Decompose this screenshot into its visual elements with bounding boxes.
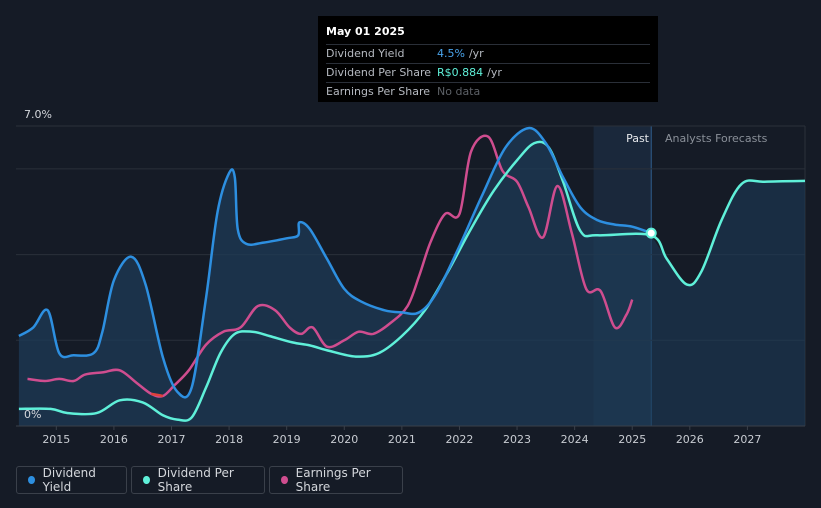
tooltip-value: 4.5% bbox=[437, 47, 465, 60]
series-lines bbox=[18, 126, 806, 422]
x-axis: 2015 2016 2017 2018 2019 2020 2021 2022 2023 2024… bbox=[16, 425, 805, 446]
legend-dot-icon bbox=[143, 476, 150, 484]
earnings-per-share-dip bbox=[151, 392, 164, 398]
x-tick-label: 2020 bbox=[330, 433, 358, 446]
y-tick-label: 0% bbox=[24, 408, 41, 421]
x-tick-label: 2017 bbox=[157, 433, 185, 446]
tooltip-value: R$0.884 bbox=[437, 66, 484, 79]
hover-marker-dot bbox=[645, 227, 657, 239]
dividend-yield-area bbox=[18, 128, 652, 427]
x-tick-label: 2015 bbox=[42, 433, 70, 446]
tooltip-date: May 01 2025 bbox=[326, 25, 405, 38]
x-tick-label: 2022 bbox=[445, 433, 473, 446]
hover-marker bbox=[645, 227, 657, 239]
x-tick-label: 2023 bbox=[503, 433, 531, 446]
x-tick-label: 2021 bbox=[388, 433, 416, 446]
tooltip-row-earnings-per-share: Earnings Per Share No data bbox=[326, 82, 650, 101]
forecast-area bbox=[651, 180, 805, 426]
series-areas bbox=[18, 128, 805, 427]
tooltip-row-dividend-yield: Dividend Yield 4.5% /yr bbox=[326, 44, 650, 63]
legend-item-earnings-per-share[interactable]: Earnings Per Share bbox=[269, 466, 403, 494]
y-tick-label: 7.0% bbox=[24, 108, 52, 121]
x-tick-label: 2025 bbox=[618, 433, 646, 446]
region-label-forecast: Analysts Forecasts bbox=[665, 132, 768, 145]
x-tick-label: 2027 bbox=[733, 433, 761, 446]
tooltip-row-dividend-per-share: Dividend Per Share R$0.884 /yr bbox=[326, 63, 650, 82]
legend-label: Earnings Per Share bbox=[295, 466, 371, 494]
legend-label: Dividend Yield bbox=[42, 466, 96, 494]
x-tick-label: 2019 bbox=[273, 433, 301, 446]
x-tick-label: 2026 bbox=[676, 433, 704, 446]
x-tick-label: 2018 bbox=[215, 433, 243, 446]
x-tick-label: 2016 bbox=[100, 433, 128, 446]
tooltip-unit: /yr bbox=[468, 47, 484, 60]
legend-item-dividend-per-share[interactable]: Dividend Per Share bbox=[131, 466, 265, 494]
legend-dot-icon bbox=[28, 476, 35, 484]
dividend-yield-line bbox=[18, 126, 652, 399]
dividend-per-share-line bbox=[18, 140, 806, 422]
legend-dot-icon bbox=[281, 476, 288, 484]
tooltip-label: Earnings Per Share bbox=[326, 85, 431, 98]
tooltip: May 01 2025 Dividend Yield 4.5% /yr Divi… bbox=[318, 16, 658, 102]
legend-item-dividend-yield[interactable]: Dividend Yield bbox=[16, 466, 127, 494]
x-tick-label: 2024 bbox=[561, 433, 589, 446]
earnings-per-share-line bbox=[27, 134, 634, 398]
y-axis-labels: 0% 7.0% bbox=[24, 108, 52, 421]
legend-label: Dividend Per Share bbox=[157, 466, 234, 494]
tooltip-unit: /yr bbox=[487, 66, 502, 79]
tooltip-label: Dividend Yield bbox=[326, 47, 405, 60]
tooltip-value: No data bbox=[437, 85, 481, 98]
tooltip-label: Dividend Per Share bbox=[326, 66, 432, 79]
region-label-past: Past bbox=[626, 132, 650, 145]
